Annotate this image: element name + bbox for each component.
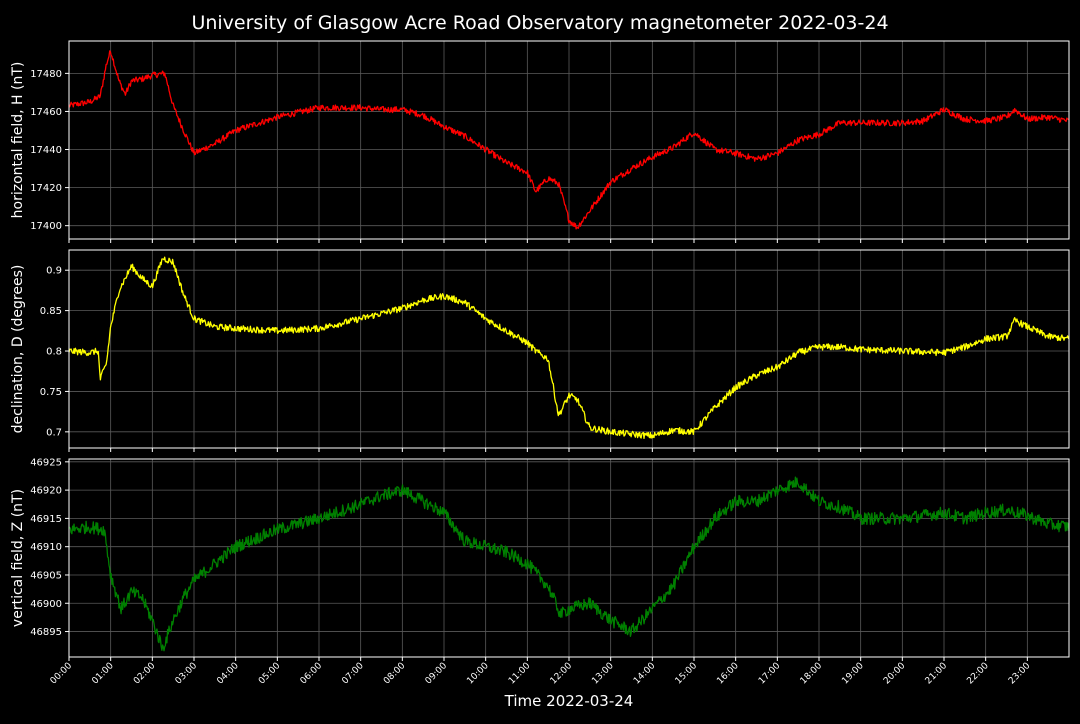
y-axis-label: vertical field, Z (nT): [10, 489, 26, 627]
declination-series: [68, 256, 1070, 440]
chart-title: University of Glasgow Acre Road Observat…: [191, 12, 888, 34]
y-tick-label: 17400: [30, 221, 62, 232]
horizontal-field-panel: 17400 17420 17440 17460 17480 horizontal fiel…: [10, 40, 1070, 243]
y-tick-label: 0.8: [46, 347, 62, 358]
y-tick-label: 0.9: [46, 266, 62, 277]
vertical-field-panel: 46895 46900 46905 46910 46915 46920 46925 verti…: [10, 457, 1070, 661]
vertical-field-series: [68, 476, 1070, 652]
y-tick-label: 0.75: [40, 387, 62, 398]
y-tick-label: 46910: [30, 542, 62, 553]
y-tick-label: 17440: [30, 145, 62, 156]
y-tick-label: 46905: [30, 570, 62, 581]
declination-panel: 0.7 0.75 0.8 0.85 0.9 declination, D (degrees…: [10, 249, 1070, 452]
y-tick-label: 0.7: [46, 427, 62, 438]
y-axis-label: declination, D (degrees): [10, 265, 26, 434]
y-tick-label: 17460: [30, 107, 62, 118]
y-tick-label: 17480: [30, 69, 62, 80]
horizontal-field-series: [68, 50, 1070, 230]
y-tick-label: 46915: [30, 514, 62, 525]
y-tick-label: 0.85: [40, 306, 62, 317]
axes-frame: [68, 40, 1070, 240]
y-tick-label: 46925: [30, 457, 62, 468]
axes-frame: [68, 249, 1070, 449]
y-tick-label: 46895: [30, 627, 62, 638]
x-axis-label: Time 2022-03-24: [504, 692, 634, 710]
axes-frame: [68, 458, 1070, 658]
y-tick-label: 17420: [30, 183, 62, 194]
y-tick-label: 46920: [30, 486, 62, 497]
y-axis-label: horizontal field, H (nT): [10, 62, 26, 219]
y-tick-label: 46900: [30, 599, 62, 610]
